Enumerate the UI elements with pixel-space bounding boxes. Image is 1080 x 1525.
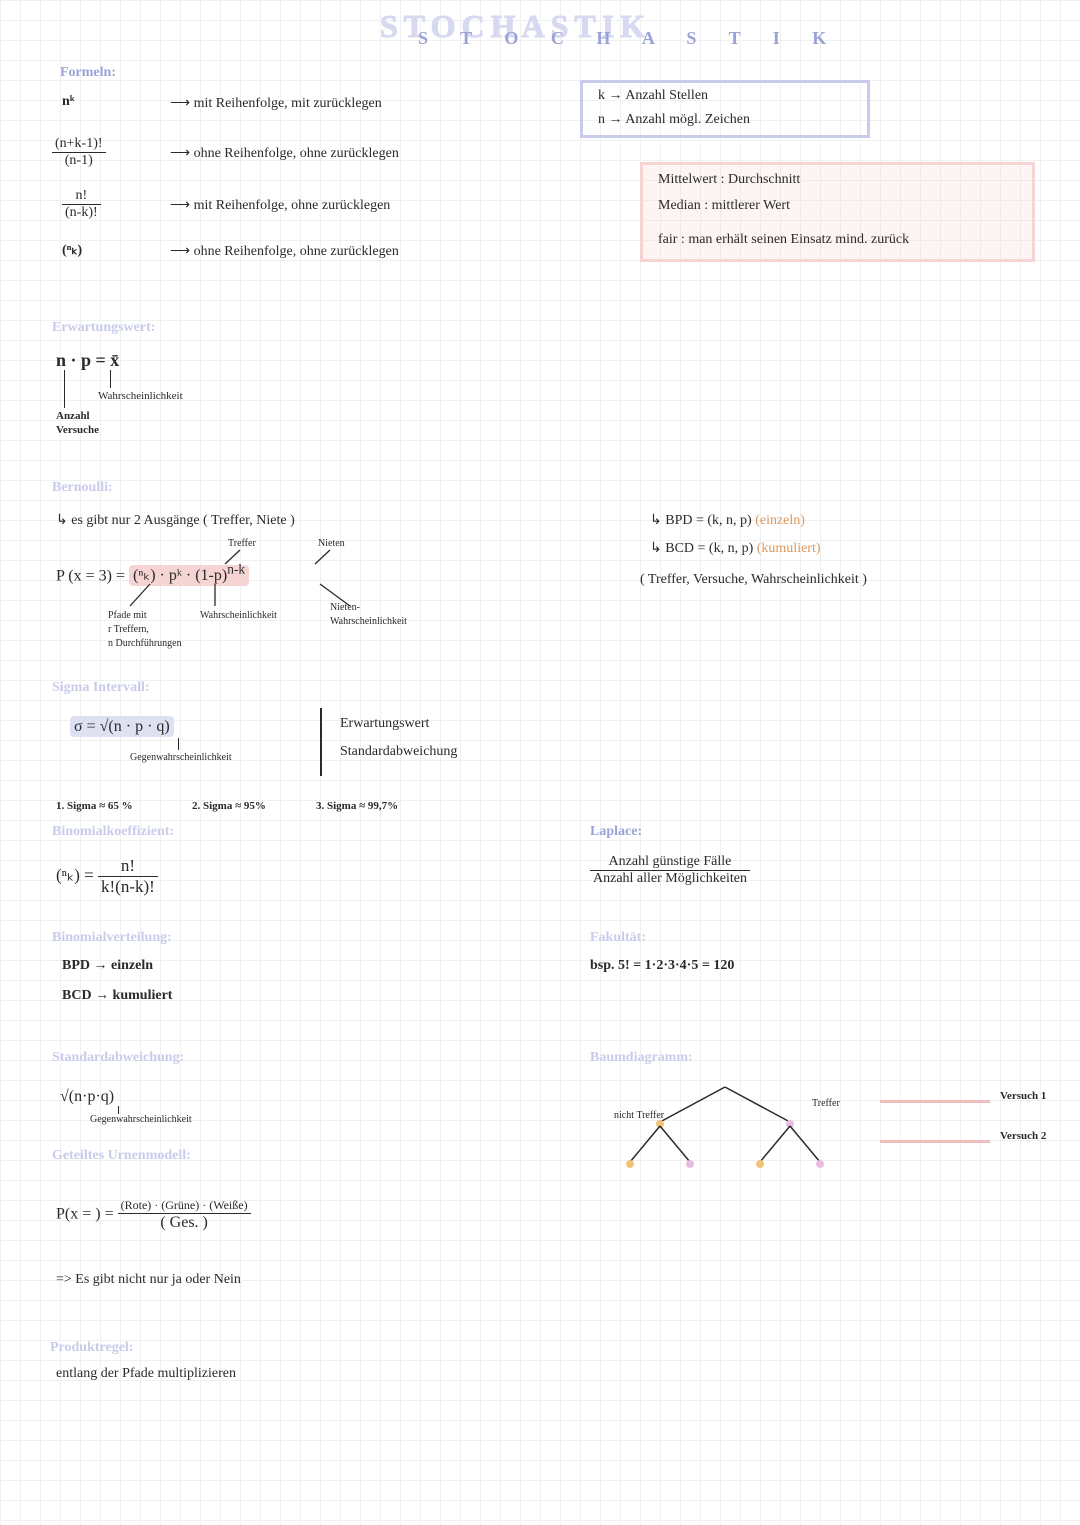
kn-line2: n → Anzahl mögl. Zeichen: [598, 112, 750, 128]
bernoulli-anno2: Wahrscheinlichkeit: [200, 610, 277, 621]
bernoulli-anno1a: Pfade mit: [108, 610, 147, 621]
section-bernoulli: Bernoulli:: [52, 480, 113, 496]
bernoulli-anno1c: n Durchführungen: [108, 638, 182, 649]
tree-diagram: [590, 1082, 860, 1172]
section-stdabw: Standardabweichung:: [52, 1050, 184, 1066]
bernoulli-paren: ( Treffer, Versuche, Wahrscheinlichkeit …: [640, 572, 867, 588]
versuch2-line: [880, 1140, 990, 1143]
section-binomk: Binomialkoeffizient:: [52, 824, 174, 840]
section-urne: Geteiltes Urnenmodell:: [52, 1148, 191, 1164]
sigma-3: 3. Sigma ≈ 99,7%: [316, 800, 398, 812]
formula-r4: (ⁿₖ): [62, 242, 82, 259]
formula-r2-desc: ⟶ ohne Reihenfolge, ohne zurücklegen: [170, 144, 399, 162]
versuch1-line: [880, 1100, 990, 1103]
section-sigma: Sigma Intervall:: [52, 680, 150, 696]
section-produktregel: Produktregel:: [50, 1340, 133, 1356]
urne-note: => Es gibt nicht nur ja oder Nein: [56, 1272, 241, 1288]
laplace-formula: Anzahl günstige FälleAnzahl aller Möglic…: [590, 854, 750, 887]
versuch2-label: Versuch 2: [1000, 1130, 1046, 1142]
versuch1-label: Versuch 1: [1000, 1090, 1046, 1102]
fakultaet-example: bsp. 5! = 1·2·3·4·5 = 120: [590, 958, 734, 974]
produktregel-text: entlang der Pfade multiplizieren: [56, 1366, 236, 1382]
def-mittelwert: Mittelwert : Durchschnitt: [658, 172, 800, 188]
formula-nk: nᵏ: [62, 94, 75, 110]
formula-nk-desc: ⟶ mit Reihenfolge, mit zurücklegen: [170, 94, 382, 112]
def-fair: fair : man erhält seinen Einsatz mind. z…: [658, 232, 909, 248]
connector-line: [64, 370, 65, 408]
section-laplace: Laplace:: [590, 824, 642, 840]
erwartung-formula: n · p = x̄: [56, 350, 119, 371]
connector-line: [118, 1106, 119, 1114]
def-median: Median : mittlerer Wert: [658, 198, 790, 214]
binomk-formula: (ⁿₖ) = n!k!(n-k)!: [56, 856, 158, 897]
binomv-l2: BCD → kumuliert: [62, 988, 172, 1004]
connector-line: [110, 370, 111, 388]
stdabw-formula: √(n·p·q): [60, 1088, 114, 1106]
erwartung-label-n2: Versuche: [56, 424, 99, 436]
formula-r3-desc: ⟶ mit Reihenfolge, ohne zurücklegen: [170, 196, 390, 214]
bernoulli-bcd: ↳ BCD = (k, n, p) (kumuliert): [650, 540, 821, 557]
bernoulli-line1: ↳ es gibt nur 2 Ausgänge ( Treffer, Niet…: [56, 512, 295, 529]
page-title: S T O C H A S T I K: [418, 28, 840, 49]
formula-r4-desc: ⟶ ohne Reihenfolge, ohne zurücklegen: [170, 242, 399, 260]
sigma-col2: Standardabweichung: [340, 744, 457, 760]
section-baumdiagramm: Baumdiagramm:: [590, 1050, 693, 1066]
tree-treffer-label: Treffer: [812, 1098, 840, 1109]
erwartung-label-p: Wahrscheinlichkeit: [98, 390, 183, 402]
formula-r2: (n+k-1)!(n-1): [52, 136, 106, 169]
kn-line1: k → Anzahl Stellen: [598, 88, 708, 104]
sigma-label-q: Gegenwahrscheinlichkeit: [130, 752, 232, 763]
formula-r3: n!(n-k)!: [62, 188, 101, 221]
section-formeln: Formeln:: [60, 65, 116, 81]
stdabw-label: Gegenwahrscheinlichkeit: [90, 1114, 192, 1125]
sigma-2: 2. Sigma ≈ 95%: [192, 800, 266, 812]
sigma-col1: Erwartungswert: [340, 716, 429, 732]
connector-line: [178, 738, 179, 750]
section-fakultaet: Fakultät:: [590, 930, 646, 946]
bernoulli-anno1b: r Treffern,: [108, 624, 149, 635]
section-binomv: Binomialverteilung:: [52, 930, 172, 946]
bernoulli-anno3b: Wahrscheinlichkeit: [330, 616, 407, 627]
tree-nicht-label: nicht Treffer: [614, 1110, 664, 1121]
erwartung-label-n1: Anzahl: [56, 410, 90, 422]
sigma-formula: σ = √(n · p · q): [70, 718, 174, 736]
bernoulli-anno3a: Nieten-: [330, 602, 360, 613]
binomv-l1: BPD → einzeln: [62, 958, 153, 974]
sigma-1: 1. Sigma ≈ 65 %: [56, 800, 133, 812]
sigma-divider: [320, 708, 322, 776]
bernoulli-bpd: ↳ BPD = (k, n, p) (einzeln): [650, 512, 805, 529]
urne-formula: P(x = ) = (Rote) · (Grüne) · (Weiße)( Ge…: [56, 1198, 251, 1232]
section-erwartungswert: Erwartungswert:: [52, 320, 155, 336]
